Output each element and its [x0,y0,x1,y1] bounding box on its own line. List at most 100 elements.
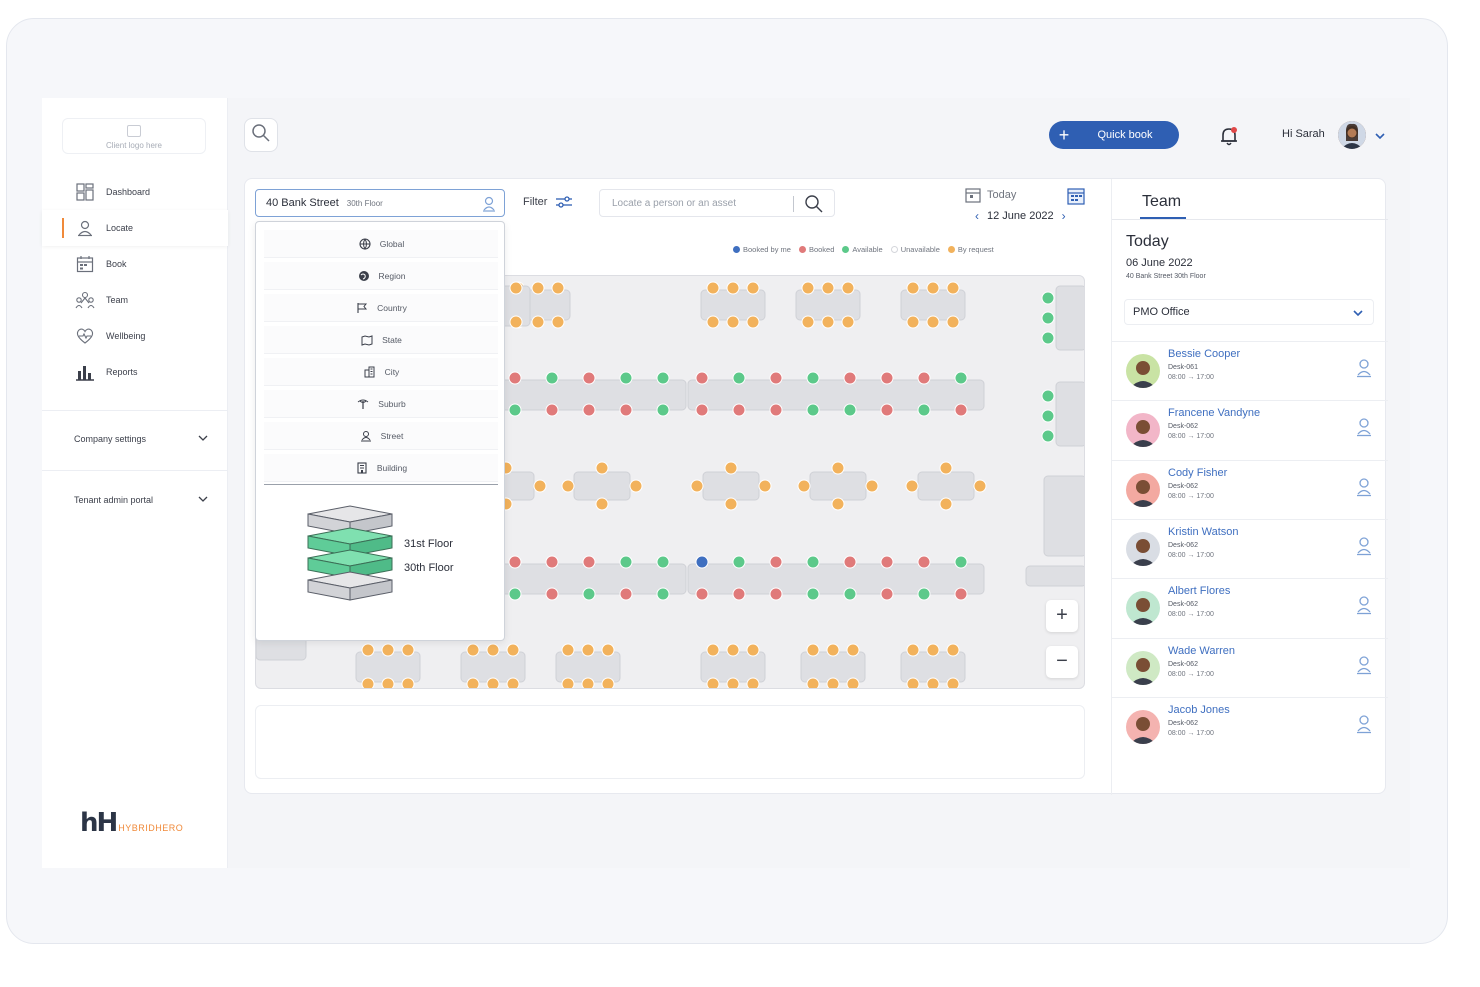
desk-seat[interactable] [545,371,559,385]
desk-seat[interactable] [619,555,633,569]
user-avatar[interactable] [1338,121,1366,149]
team-member-row[interactable]: Bessie Cooper Desk-061 08:00 → 17:00 [1112,341,1388,400]
desk-seat[interactable] [595,461,609,475]
desk-seat[interactable] [821,281,835,295]
dropdown-option-building[interactable]: Building [264,454,498,482]
desk-seat[interactable] [806,677,820,689]
desk-seat[interactable] [531,281,545,295]
calendar-picker-icon[interactable] [1067,187,1085,205]
desk-seat[interactable] [724,497,738,511]
desk-seat[interactable] [1041,291,1055,305]
desk-seat[interactable] [508,371,522,385]
desk-seat[interactable] [561,677,575,689]
desk-seat[interactable] [656,371,670,385]
desk-seat[interactable] [769,403,783,417]
locate-member-icon[interactable] [1356,655,1372,675]
desk-seat[interactable] [746,677,760,689]
dropdown-option-country[interactable]: Country [264,294,498,322]
locate-search-input[interactable]: Locate a person or an asset [599,189,835,217]
sidebar-item-team[interactable]: Team [42,282,228,318]
desk-seat[interactable] [551,281,565,295]
member-name[interactable]: Cody Fisher [1168,466,1228,479]
desk-seat[interactable] [843,403,857,417]
desk-seat[interactable] [732,403,746,417]
member-name[interactable]: Kristin Watson [1168,525,1239,538]
member-name[interactable]: Wade Warren [1168,644,1236,657]
desk-seat[interactable] [917,587,931,601]
desk-seat[interactable] [843,555,857,569]
desk-seat[interactable] [361,643,375,657]
dropdown-option-state[interactable]: State [264,326,498,354]
desk-seat[interactable] [926,643,940,657]
desk-seat[interactable] [561,643,575,657]
team-member-row[interactable]: Cody Fisher Desk-062 08:00 → 17:00 [1112,459,1388,519]
desk-seat[interactable] [466,643,480,657]
desk-seat[interactable] [946,281,960,295]
desk-seat[interactable] [706,281,720,295]
desk-seat[interactable] [401,677,415,689]
desk-seat[interactable] [954,371,968,385]
desk-seat[interactable] [954,555,968,569]
desk-seat[interactable] [917,403,931,417]
desk-seat[interactable] [724,461,738,475]
desk-seat[interactable] [656,555,670,569]
desk-seat[interactable] [582,371,596,385]
desk-seat[interactable] [917,555,931,569]
desk-seat[interactable] [806,403,820,417]
desk-seat[interactable] [381,677,395,689]
desk-seat[interactable] [1041,311,1055,325]
building-floor-stack[interactable] [306,504,396,614]
desk-seat[interactable] [531,315,545,329]
team-member-row[interactable]: Jacob Jones Desk-062 08:00 → 17:00 [1112,696,1388,756]
team-member-row[interactable]: Albert Flores Desk-062 08:00 → 17:00 [1112,578,1388,637]
desk-seat[interactable] [843,587,857,601]
desk-seat[interactable] [843,371,857,385]
floor-label-30th[interactable]: 30th Floor [404,562,454,574]
desk-seat[interactable] [841,281,855,295]
member-name[interactable]: Albert Flores [1168,585,1231,598]
desk-seat[interactable] [726,315,740,329]
desk-seat[interactable] [831,497,845,511]
zoom-out-button[interactable]: − [1046,646,1078,678]
desk-seat[interactable] [582,403,596,417]
desk-seat[interactable] [946,643,960,657]
desk-seat[interactable] [1041,389,1055,403]
desk-seat[interactable] [561,479,575,493]
member-name[interactable]: Jacob Jones [1168,703,1230,716]
desk-seat[interactable] [695,403,709,417]
desk-seat[interactable] [806,587,820,601]
dropdown-option-city[interactable]: City [264,358,498,386]
desk-seat[interactable] [601,677,615,689]
desk-seat[interactable] [726,677,740,689]
floor-label-31st[interactable]: 31st Floor [404,538,453,550]
desk-seat[interactable] [726,281,740,295]
member-name[interactable]: Francene Vandyne [1168,407,1261,420]
sidebar-item-dashboard[interactable]: Dashboard [42,174,228,210]
desk-seat[interactable] [906,677,920,689]
desk-seat[interactable] [381,643,395,657]
dropdown-option-suburb[interactable]: Suburb [264,390,498,418]
desk-seat[interactable] [619,371,633,385]
desk-seat[interactable] [841,315,855,329]
locate-member-icon[interactable] [1356,358,1372,378]
chevron-right-icon[interactable]: › [1061,209,1066,223]
desk-seat[interactable] [581,677,595,689]
locate-member-icon[interactable] [1356,714,1372,734]
company-settings-toggle[interactable]: Company settings [74,434,208,444]
desk-seat[interactable] [508,403,522,417]
desk-seat[interactable] [939,461,953,475]
desk-seat[interactable] [946,315,960,329]
desk-seat[interactable] [581,643,595,657]
chevron-down-icon[interactable] [1374,129,1386,141]
team-member-row[interactable]: Francene Vandyne Desk-062 08:00 → 17:00 [1112,400,1388,459]
desk-seat[interactable] [706,677,720,689]
desk-seat[interactable] [726,643,740,657]
desk-seat[interactable] [880,403,894,417]
desk-seat[interactable] [831,461,845,475]
desk-seat[interactable] [806,643,820,657]
desk-seat[interactable] [732,371,746,385]
desk-seat[interactable] [806,371,820,385]
desk-seat[interactable] [801,281,815,295]
desk-seat[interactable] [582,555,596,569]
desk-seat[interactable] [846,643,860,657]
